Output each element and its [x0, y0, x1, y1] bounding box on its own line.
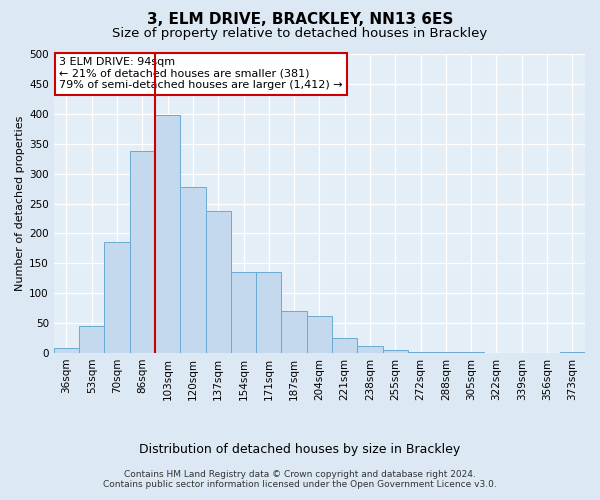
Bar	[458, 352, 484, 353]
Bar	[130, 151, 155, 353]
Bar	[358, 346, 383, 353]
Bar	[155, 115, 180, 353]
Bar	[104, 242, 130, 353]
Text: 3 ELM DRIVE: 94sqm
← 21% of detached houses are smaller (381)
79% of semi-detach: 3 ELM DRIVE: 94sqm ← 21% of detached hou…	[59, 57, 343, 90]
Y-axis label: Number of detached properties: Number of detached properties	[15, 116, 25, 291]
Text: 3, ELM DRIVE, BRACKLEY, NN13 6ES: 3, ELM DRIVE, BRACKLEY, NN13 6ES	[147, 12, 453, 28]
Bar	[560, 352, 585, 353]
Bar	[256, 272, 281, 353]
Bar	[231, 272, 256, 353]
Bar	[307, 316, 332, 353]
Bar	[408, 352, 433, 353]
Bar	[54, 348, 79, 353]
Text: Distribution of detached houses by size in Brackley: Distribution of detached houses by size …	[139, 442, 461, 456]
Bar	[383, 350, 408, 353]
Bar	[180, 188, 206, 353]
Text: Size of property relative to detached houses in Brackley: Size of property relative to detached ho…	[112, 28, 488, 40]
Bar	[79, 326, 104, 353]
Bar	[332, 338, 358, 353]
Text: Contains HM Land Registry data © Crown copyright and database right 2024.: Contains HM Land Registry data © Crown c…	[124, 470, 476, 479]
Bar	[433, 352, 458, 353]
Text: Contains public sector information licensed under the Open Government Licence v3: Contains public sector information licen…	[103, 480, 497, 489]
Bar	[206, 210, 231, 353]
Bar	[281, 311, 307, 353]
